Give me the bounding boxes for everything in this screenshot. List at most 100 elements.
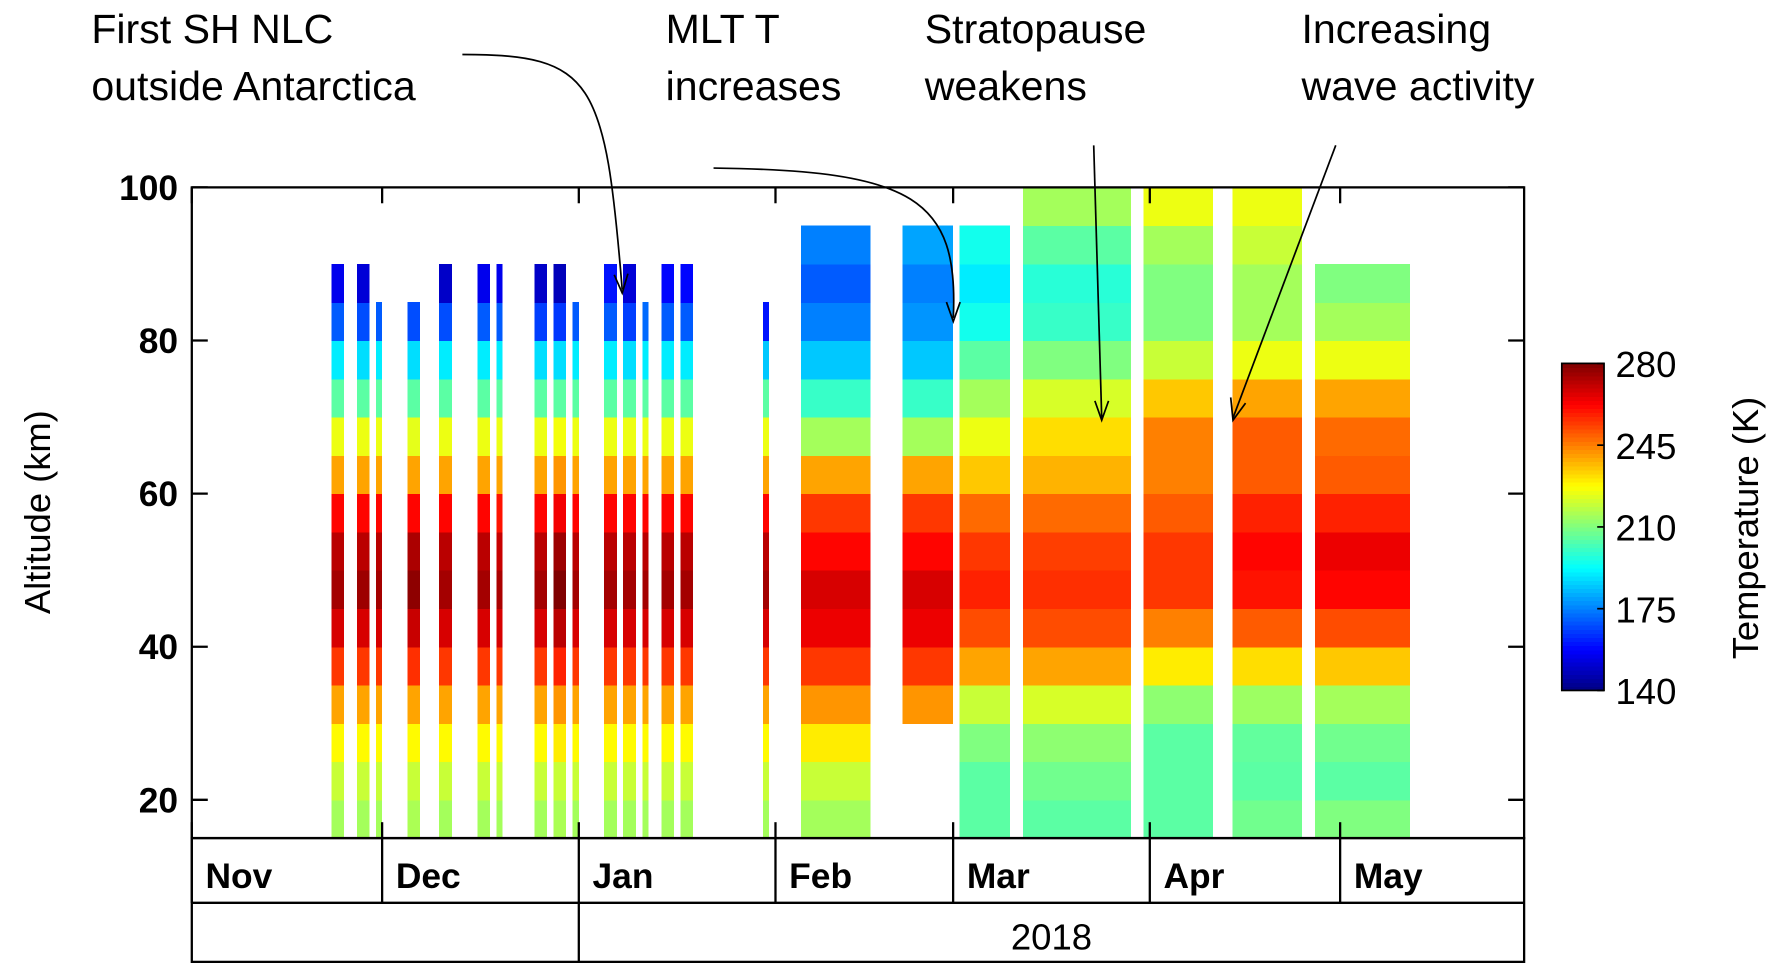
heatmap-cell [642, 761, 649, 801]
heatmap-cell [356, 493, 370, 533]
heatmap-cell [1143, 263, 1214, 303]
heatmap-cell [1143, 531, 1214, 571]
heatmap-cell [680, 455, 694, 495]
heatmap-cell [496, 531, 503, 571]
heatmap-cell [534, 455, 548, 495]
heatmap-cell [623, 570, 636, 609]
colorbar-swatch [1561, 629, 1605, 634]
colorbar-swatch [1561, 665, 1605, 671]
heatmap-cell [762, 340, 770, 380]
heatmap-cell [477, 531, 490, 571]
heatmap-cell [1143, 761, 1214, 801]
heatmap-cell [407, 684, 421, 724]
heatmap-cell [356, 455, 370, 495]
heatmap-cell [1232, 340, 1303, 380]
colorbar-swatch [1561, 441, 1605, 446]
colorbar-swatch [1561, 588, 1605, 594]
colorbar-swatch [1561, 453, 1605, 459]
heatmap-cell [1232, 493, 1303, 533]
heatmap-cell [959, 723, 1011, 763]
heatmap-cell [661, 340, 674, 380]
heatmap-cell [553, 263, 567, 303]
heatmap-cell [661, 493, 674, 533]
heatmap-cell [642, 684, 649, 724]
colorbar-swatch [1561, 502, 1605, 508]
month-label: Dec [396, 857, 461, 896]
heatmap-cell [553, 799, 567, 839]
colorbar-swatch [1561, 575, 1605, 581]
colorbar-swatch [1561, 383, 1605, 389]
heatmap-cell [572, 531, 579, 571]
heatmap-cell [553, 684, 567, 724]
heatmap-cell [1232, 263, 1303, 303]
heatmap-cell [1314, 417, 1410, 456]
colorbar-swatch [1561, 375, 1605, 381]
heatmap-cell [407, 378, 421, 418]
month-label: Apr [1164, 857, 1225, 896]
heatmap-cell [572, 646, 579, 686]
heatmap-cell [572, 723, 579, 763]
heatmap-cell [762, 608, 770, 648]
heatmap-cell [604, 531, 617, 571]
heatmap-cell [439, 378, 452, 418]
heatmap-cell [1232, 187, 1303, 227]
annotation: wave activity [1300, 63, 1534, 109]
colorbar-swatch [1561, 616, 1605, 622]
heatmap-cell [553, 646, 567, 686]
colorbar-swatch [1561, 625, 1605, 630]
heatmap-cell [959, 455, 1011, 495]
colorbar-swatch [1561, 539, 1605, 544]
heatmap-cell [375, 608, 383, 648]
colorbar-swatch [1561, 686, 1605, 692]
heatmap-cell [356, 723, 370, 763]
colorbar-swatch [1561, 469, 1605, 475]
heatmap-cell [331, 417, 345, 456]
colorbar-swatch [1561, 387, 1605, 393]
heatmap-cell [642, 455, 649, 495]
heatmap-cell [553, 340, 567, 380]
colorbar-swatch [1561, 637, 1605, 643]
heatmap-cell [680, 723, 694, 763]
colorbar-swatch [1561, 580, 1605, 585]
heatmap-cell [375, 570, 383, 609]
heatmap-cells [331, 187, 1410, 839]
heatmap-cell [407, 531, 421, 571]
arrow [713, 167, 955, 319]
heatmap-cell [680, 531, 694, 571]
heatmap-cell [642, 340, 649, 380]
heatmap-cell [496, 761, 503, 801]
heatmap-cell [534, 723, 548, 763]
heatmap-cell [902, 263, 954, 303]
colorbar-swatch [1561, 490, 1605, 495]
heatmap-cell [959, 646, 1011, 686]
heatmap-cell [604, 378, 617, 418]
heatmap-cell [902, 684, 954, 724]
heatmap-cell [534, 570, 548, 609]
heatmap-cell [623, 263, 636, 303]
colorbar-swatch [1561, 535, 1605, 540]
colorbar-swatch [1561, 510, 1605, 516]
colorbar-swatch [1561, 592, 1605, 598]
heatmap-cell [496, 799, 503, 839]
heatmap-cell [680, 417, 694, 456]
colorbar-swatch [1561, 420, 1605, 426]
heatmap-cell [959, 570, 1011, 609]
heatmap-cell [1314, 340, 1410, 380]
heatmap-cell [762, 570, 770, 609]
heatmap-cell [1022, 417, 1131, 456]
heatmap-cell [1314, 531, 1410, 571]
heatmap-cell [680, 302, 694, 342]
heatmap-cell [331, 608, 345, 648]
heatmap-cell [680, 684, 694, 724]
annotation: weakens [924, 63, 1087, 109]
year-label: 2018 [1011, 916, 1092, 957]
heatmap-cell [356, 684, 370, 724]
colorbar-swatch [1561, 412, 1605, 418]
colorbar-swatch [1561, 522, 1605, 528]
heatmap-cell [407, 570, 421, 609]
heatmap-cell [407, 646, 421, 686]
heatmap-cell [1143, 723, 1214, 763]
heatmap-cell [902, 531, 954, 571]
heatmap-cell [604, 340, 617, 380]
heatmap-cell [1022, 684, 1131, 724]
